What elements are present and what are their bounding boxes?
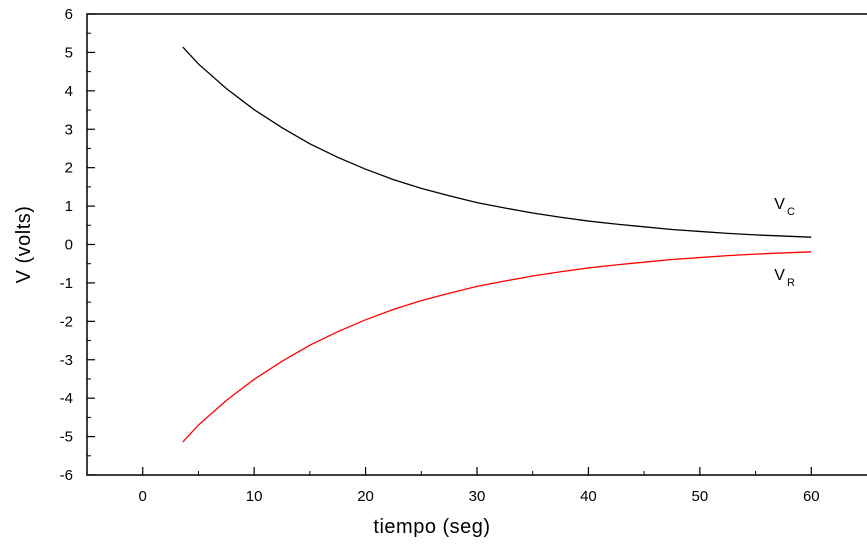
y-tick-label: 5 — [65, 44, 73, 61]
y-tick-label: -6 — [60, 467, 73, 484]
plot-frame — [86, 13, 867, 476]
y-tick-label: 1 — [65, 198, 73, 215]
x-tick-label: 0 — [139, 488, 147, 505]
y-tick-label: -4 — [60, 390, 73, 407]
y-axis-title: V (volts) — [13, 206, 35, 284]
y-tick-label: -2 — [60, 313, 73, 330]
x-tick-label: 40 — [580, 488, 597, 505]
x-tick-label: 50 — [692, 488, 709, 505]
series-line-c — [182, 46, 812, 238]
y-tick-label: -5 — [60, 429, 73, 446]
y-tick-label: -3 — [60, 352, 73, 369]
x-tick-label: 20 — [357, 488, 374, 505]
y-tick-label: 6 — [65, 6, 73, 23]
x-tick-label: 10 — [246, 488, 263, 505]
y-tick-label: -1 — [60, 275, 73, 292]
y-tick-label: 0 — [65, 237, 73, 254]
x-axis: 0 10 20 30 40 50 60 — [139, 467, 820, 505]
x-tick-label: 30 — [469, 488, 486, 505]
y-tick-label: 3 — [65, 121, 73, 138]
y-tick-label: 4 — [65, 83, 73, 100]
y-axis: -6 -5 -4 -3 -2 -1 0 1 2 3 4 5 6 — [60, 6, 95, 484]
series-labels: V C V R — [774, 196, 795, 289]
x-axis-title: tiempo (seg) — [373, 516, 490, 538]
y-tick-label: 2 — [65, 160, 73, 177]
x-tick-label: 60 — [803, 488, 820, 505]
series-line-r — [182, 251, 812, 443]
series-lines — [182, 46, 812, 443]
